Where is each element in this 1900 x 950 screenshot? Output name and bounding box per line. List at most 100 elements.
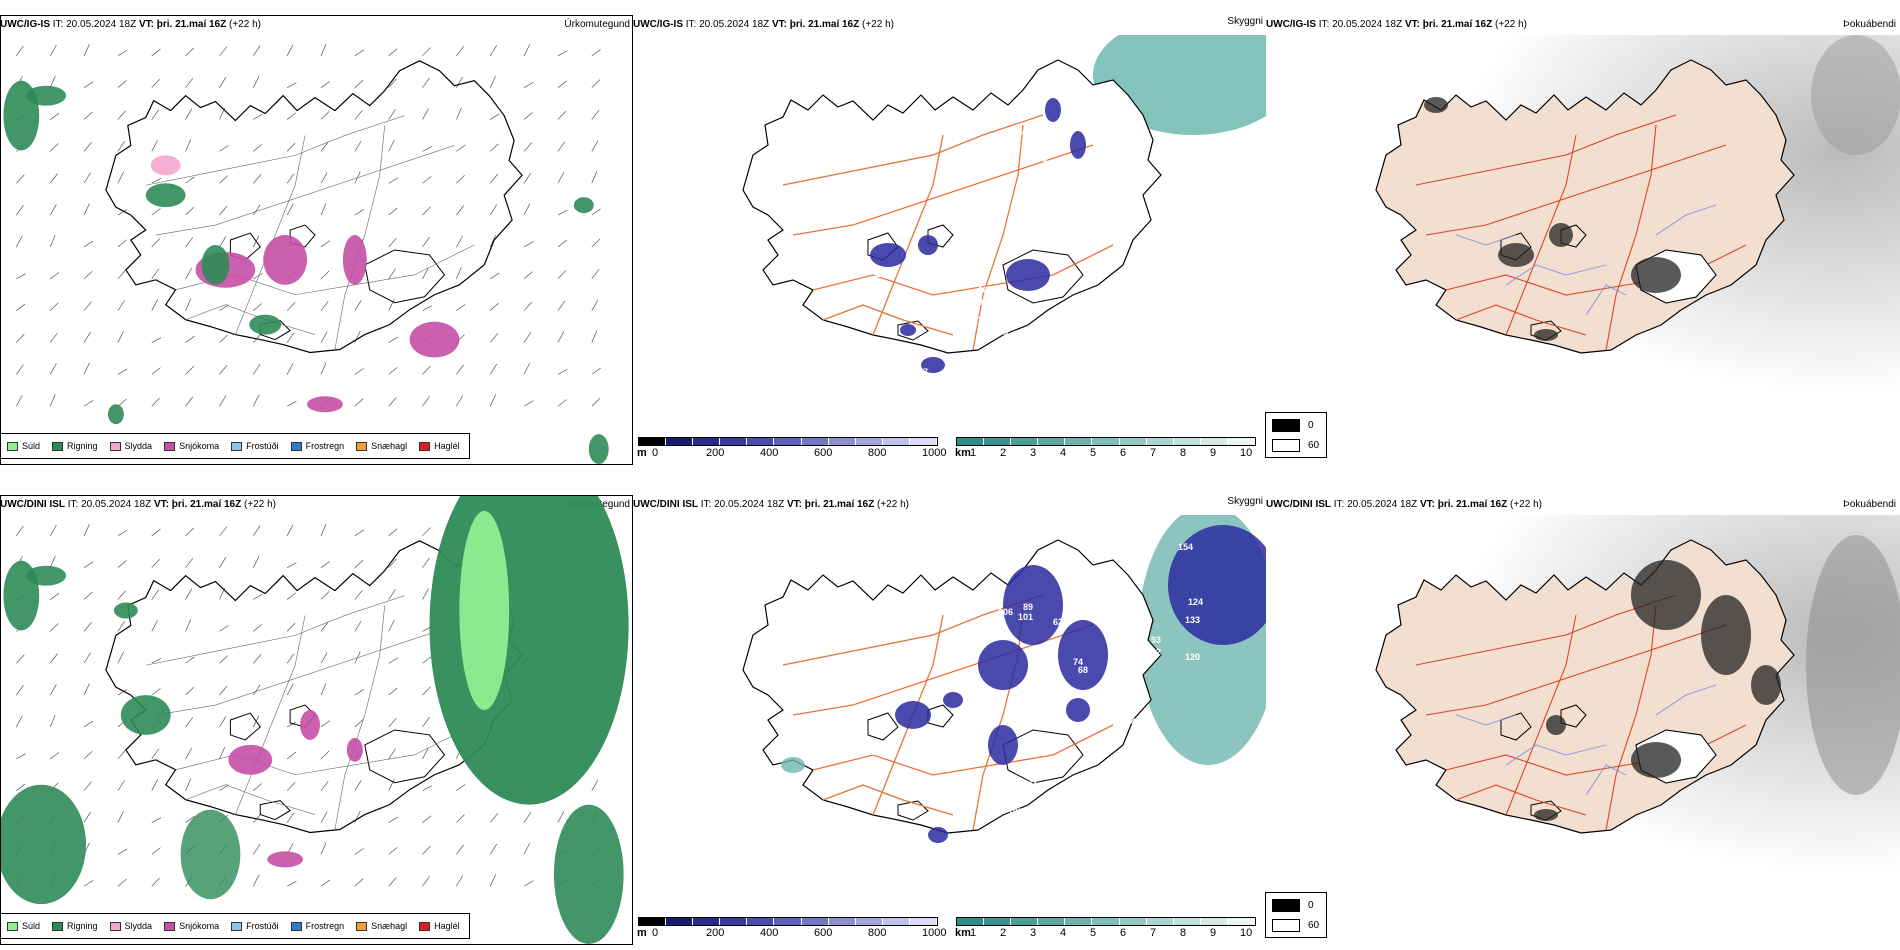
wind-barb: [151, 847, 161, 855]
wind-barb: [354, 529, 365, 537]
wind-barb: [185, 619, 192, 632]
visibility-value-label: 63: [913, 895, 923, 905]
fog-offshore: [1811, 35, 1900, 155]
wind-barb: [388, 657, 399, 664]
road-line: [235, 135, 306, 335]
road-line: [155, 625, 455, 716]
precip-legend-item: Haglél: [419, 921, 460, 931]
colorbar-tick-label: 1: [970, 927, 977, 939]
vt-value: þri. 21.maí 16Z: [1437, 499, 1508, 510]
wind-barb: [354, 848, 365, 855]
colorbar-swatch: [1011, 438, 1039, 445]
wind-barb: [16, 753, 26, 760]
precip-cell: [267, 851, 304, 868]
wind-barb: [185, 108, 193, 120]
wind-barb: [83, 523, 90, 536]
precip-legend-label: Rigning: [67, 921, 98, 931]
wind-barb: [388, 177, 399, 184]
wind-barb: [185, 557, 194, 568]
wind-barb: [591, 269, 600, 280]
wind-barb: [252, 844, 261, 855]
wind-barb: [219, 655, 229, 664]
wind-barb: [489, 75, 496, 88]
wind-barb: [151, 208, 161, 216]
wind-barb: [489, 235, 496, 248]
glacier-outline: [229, 712, 261, 741]
row2-precip-panel: UWC/DINI ISL IT: 20.05.2024 18Z VT: þri.…: [0, 495, 633, 945]
visibility-colorbar-swatches: [956, 437, 1256, 446]
wind-barb: [49, 234, 56, 248]
visibility-value-label: 65: [1018, 127, 1028, 137]
coastline: [105, 60, 523, 354]
precip-legend-swatch: [109, 441, 121, 451]
colorbar-tick-label: 600: [814, 447, 833, 459]
cloudbase-colorbar: m 0 200 400 600 800 1000: [637, 437, 946, 459]
wind-barb: [117, 590, 126, 600]
model-name: UWC/IG-IS: [1266, 19, 1316, 30]
low-cloud-area: [1168, 525, 1266, 645]
wind-barb: [252, 525, 261, 537]
fog-cell: [1631, 257, 1681, 293]
wind-barb: [117, 330, 124, 343]
wind-barb: [388, 779, 395, 791]
visibility-value-label: 126: [868, 747, 883, 757]
wind-barb: [49, 363, 57, 375]
colorbar-swatch: [747, 918, 775, 925]
colorbar-tick-label: 600: [814, 927, 833, 939]
visibility-value-label: 197: [1008, 807, 1023, 817]
wind-barb: [320, 591, 330, 600]
road-line: [334, 605, 385, 830]
wind-barb: [252, 45, 261, 57]
wind-barb: [388, 48, 398, 57]
wind-barb: [388, 237, 397, 248]
wind-barb: [456, 875, 463, 887]
wind-barb: [83, 172, 91, 184]
precip-legend-label: Frostúði: [246, 441, 279, 451]
wind-barb: [591, 49, 601, 57]
wind-barb: [320, 842, 327, 855]
colorbar-tick-label: 0: [652, 447, 659, 459]
wind-barb: [489, 204, 498, 216]
wind-barb: [388, 748, 396, 760]
wind-barb: [286, 302, 296, 311]
low-cloud-cell: [1058, 620, 1108, 690]
it-value: 20.05.2024 18Z: [1347, 499, 1418, 510]
precip-legend-label: Haglél: [434, 441, 460, 451]
rain-area: [429, 496, 629, 805]
wind-barb: [320, 141, 329, 152]
wind-barb: [557, 141, 566, 152]
wind-barb: [286, 812, 295, 823]
river-line: [1655, 684, 1717, 716]
precip-legend-swatch: [164, 441, 176, 451]
wind-barb: [83, 81, 94, 88]
precip-legend: Súld Rigning Slydda Snjókoma Frostúði Frostre…: [0, 433, 470, 459]
precip-legend-swatch: [356, 921, 368, 931]
wind-barb: [557, 399, 567, 407]
vt-label: VT:: [153, 499, 169, 510]
visibility-value-label: 74: [1073, 657, 1083, 667]
wind-barb: [252, 364, 261, 375]
wind-barb: [252, 76, 260, 88]
wind-barb: [219, 556, 227, 568]
road-line: [972, 124, 1024, 351]
fog-legend-max: 60: [1272, 919, 1319, 932]
fog-cell: [1631, 560, 1701, 630]
wind-barb: [117, 80, 127, 88]
wind-barb: [83, 561, 94, 568]
visibility-value-label: 10: [788, 627, 798, 637]
colorbar-swatch: [1038, 918, 1066, 925]
road-line: [1455, 784, 1587, 816]
colorbar-tick-label: 800: [868, 927, 887, 939]
wind-barb: [185, 267, 193, 280]
road-line: [185, 304, 316, 335]
wind-barb: [286, 592, 297, 600]
colorbar-tick-label: 9: [1210, 447, 1217, 459]
visibility-value-label: 83: [1105, 617, 1115, 627]
colorbar-tick-label: 7: [1150, 927, 1157, 939]
wind-barb: [83, 880, 94, 887]
vt-value: þri. 21.maí 16Z: [156, 19, 227, 30]
colorbar-swatch: [693, 438, 721, 445]
precip-cell: [573, 197, 594, 214]
colorbar-tick-label: 10: [1240, 447, 1253, 459]
colorbar-swatch: [1038, 438, 1066, 445]
